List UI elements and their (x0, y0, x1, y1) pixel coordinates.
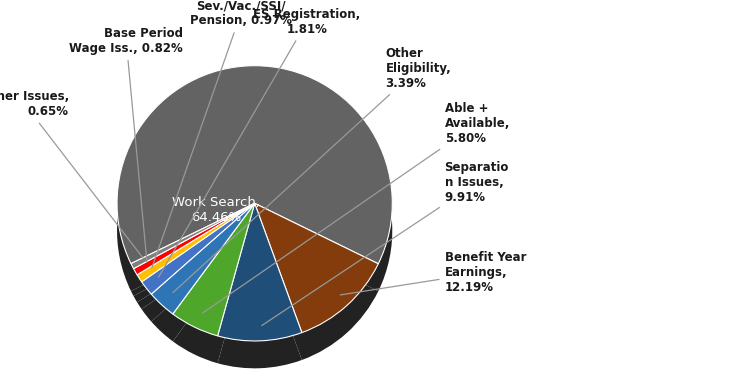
Text: Able +
Available,
5.80%: Able + Available, 5.80% (202, 102, 510, 313)
Wedge shape (173, 231, 255, 363)
Text: Base Period
Wage Iss., 0.82%: Base Period Wage Iss., 0.82% (70, 27, 183, 262)
Wedge shape (117, 93, 392, 291)
Text: Other
Eligibility,
3.39%: Other Eligibility, 3.39% (173, 47, 451, 292)
Text: Other Issues,
0.65%: Other Issues, 0.65% (0, 90, 143, 258)
Wedge shape (133, 231, 255, 302)
Wedge shape (131, 231, 255, 296)
Wedge shape (255, 231, 378, 360)
Text: ES Registration,
1.81%: ES Registration, 1.81% (159, 8, 360, 277)
Wedge shape (255, 203, 378, 333)
Wedge shape (131, 203, 255, 269)
Wedge shape (133, 203, 255, 275)
Wedge shape (173, 203, 255, 336)
Wedge shape (117, 66, 392, 264)
Wedge shape (151, 231, 255, 341)
Wedge shape (142, 231, 255, 321)
Wedge shape (142, 203, 255, 294)
Text: Separatio
n Issues,
9.91%: Separatio n Issues, 9.91% (262, 161, 509, 326)
Text: Benefit Year
Earnings,
12.19%: Benefit Year Earnings, 12.19% (340, 251, 526, 295)
Wedge shape (137, 231, 255, 309)
Wedge shape (151, 203, 255, 314)
Wedge shape (218, 231, 302, 368)
Text: Sev./Vac./SSI/
Pension, 0.97%: Sev./Vac./SSI/ Pension, 0.97% (152, 0, 292, 268)
Wedge shape (218, 203, 302, 341)
Text: Work Search,
64.46%: Work Search, 64.46% (172, 196, 260, 224)
Wedge shape (137, 203, 255, 282)
